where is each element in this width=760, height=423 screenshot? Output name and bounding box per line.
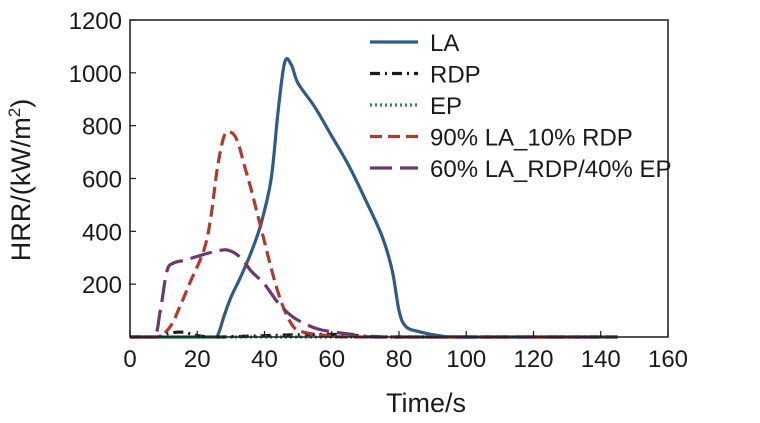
y-axis-title-superscript: 2 <box>5 108 24 117</box>
x-tick-label: 140 <box>581 346 621 373</box>
x-tick-label: 60 <box>318 346 345 373</box>
y-tick-label: 1000 <box>69 61 122 88</box>
legend-label: EP <box>430 93 462 120</box>
y-axis-title-close: ) <box>6 99 36 108</box>
y-axis-title-main: HRR/(kW/m <box>6 117 36 261</box>
legend-label: RDP <box>430 62 481 89</box>
series-line <box>129 248 618 339</box>
legend-label: 60% LA_RDP/40% EP <box>430 156 671 183</box>
x-tick-label: 100 <box>446 346 486 373</box>
x-tick-label: 20 <box>184 346 211 373</box>
legend-label: 90% LA_10% RDP <box>430 125 633 152</box>
y-axis-title: HRR/(kW/m2) <box>5 99 36 261</box>
x-tick-label: 80 <box>386 346 413 373</box>
legend-label: LA <box>430 30 459 57</box>
x-tick-label: 0 <box>123 346 136 373</box>
y-tick-label: 400 <box>82 219 122 246</box>
y-tick-label: 1200 <box>69 8 122 35</box>
y-tick-label: 600 <box>82 167 122 194</box>
x-axis-title: Time/s <box>386 388 466 418</box>
x-tick-label: 120 <box>513 346 553 373</box>
series-line <box>129 129 618 339</box>
y-tick-label: 200 <box>82 272 122 299</box>
x-tick-label: 160 <box>648 346 688 373</box>
x-axis-ticks: 0 20 40 60 80 100 120 140 160 <box>123 331 688 373</box>
x-tick-label: 40 <box>251 346 278 373</box>
legend: LA RDP EP 90% LA_10% RDP 60% LA_RDP/40% EP <box>370 30 671 183</box>
y-tick-label: 800 <box>82 114 122 141</box>
y-axis-ticks: 200 400 600 800 1000 1200 <box>69 8 136 299</box>
series-line <box>129 57 618 339</box>
